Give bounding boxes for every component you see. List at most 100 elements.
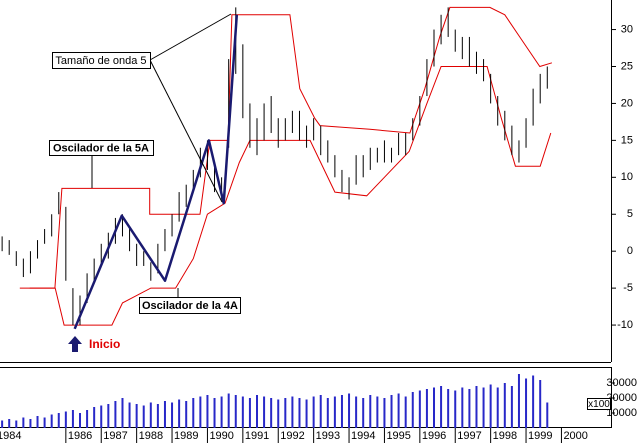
x-tick-label: 1994: [351, 430, 375, 442]
volume-bar: [390, 395, 393, 428]
volume-bar: [277, 399, 280, 428]
volume-bar: [496, 387, 499, 428]
y-tick-label: 25: [621, 60, 633, 72]
x-tick-label: 1989: [174, 430, 198, 442]
volume-bar: [284, 398, 287, 428]
volume-bar: [256, 395, 259, 428]
volume-bar: [270, 398, 273, 428]
y-tick-label: 20: [621, 97, 633, 109]
x-tick-label: 2000: [563, 430, 587, 442]
x-tick-label: 1986: [68, 430, 92, 442]
volume-bar: [79, 413, 82, 428]
volume-bar: [411, 392, 414, 428]
volume-bar: [454, 390, 457, 428]
volume-bar: [43, 417, 46, 428]
volume-bar: [383, 398, 386, 428]
y-tick-label: 30000: [606, 377, 637, 389]
volume-bar: [418, 390, 421, 428]
y-tick-label: 10: [621, 171, 633, 183]
volume-bar: [525, 378, 528, 428]
x-tick-label: 1996: [422, 430, 446, 442]
volume-bar: [397, 393, 400, 428]
volume-bar: [298, 398, 301, 428]
volume-bar: [489, 384, 492, 428]
volume-bar: [348, 393, 351, 428]
volume-bar: [404, 396, 407, 428]
x-tick-label: 1995: [386, 430, 410, 442]
y-tick-label: 10000: [606, 407, 637, 419]
volume-bar: [107, 404, 110, 428]
annotation: Oscilador de la 4A: [142, 300, 238, 312]
volume-bar: [220, 396, 223, 428]
annotation: Tamaño de onda 5: [55, 55, 146, 67]
envelope-line: [29, 6, 553, 289]
volume-bar: [15, 420, 18, 428]
volume-bar: [362, 398, 365, 428]
start-arrow: [68, 336, 82, 352]
y-tick-label: 20000: [606, 392, 637, 404]
annotation-box: [49, 140, 154, 156]
volume-bar: [461, 387, 464, 428]
annotation: Oscilador de la 5A: [53, 142, 149, 154]
volume-bar: [178, 399, 181, 428]
volume-bar: [8, 419, 11, 428]
volume-bar: [326, 398, 329, 428]
volume-bar: [142, 405, 145, 428]
x-tick-label: 1993: [316, 430, 340, 442]
volume-bar: [376, 396, 379, 428]
volume-bar: [93, 407, 96, 428]
volume-bar: [532, 375, 535, 428]
volume-bar: [149, 402, 152, 428]
volume-bar: [546, 402, 549, 428]
y-tick-label: 0: [627, 245, 633, 257]
volume-bar: [22, 417, 25, 428]
volume-bar: [114, 401, 117, 428]
volume-bar: [156, 404, 159, 428]
volume-bar: [163, 401, 166, 428]
annotation: Inicio: [89, 337, 120, 351]
volume-bar: [86, 410, 89, 428]
volume-bar: [340, 395, 343, 428]
volume-bar: [135, 404, 138, 428]
volume-bar: [248, 398, 251, 428]
volume-bar: [199, 396, 202, 428]
y-tick-label: -5: [623, 282, 633, 294]
x-tick-label: 1988: [139, 430, 163, 442]
volume-bar: [192, 398, 195, 428]
annotation-box: [139, 297, 241, 314]
volume-bar: [369, 395, 372, 428]
x-tick-label: 1992: [280, 430, 304, 442]
volume-bar: [475, 386, 478, 428]
volume-bar: [206, 395, 209, 428]
unit-box: [587, 398, 611, 410]
x-tick-label: 1987: [103, 430, 127, 442]
volume-bar: [425, 389, 428, 428]
envelope-line: [19, 66, 552, 326]
volume-bar: [36, 416, 39, 428]
volume-bar: [50, 414, 53, 428]
volume-bar: [291, 396, 294, 428]
y-tick-label: 30: [621, 23, 633, 35]
volume-bar: [539, 380, 542, 428]
volume-bar: [468, 389, 471, 428]
volume-bar: [57, 413, 60, 428]
volume-bar: [503, 383, 506, 428]
volume-bar: [29, 419, 32, 428]
x-tick-label: 1997: [457, 430, 481, 442]
volume-bar: [171, 402, 174, 428]
y-tick-label: 5: [627, 208, 633, 220]
volume-bar: [433, 387, 436, 428]
volume-bar: [241, 396, 244, 428]
x-tick-label: 1991: [245, 430, 269, 442]
volume-bar: [517, 374, 520, 428]
volume-bar: [355, 396, 358, 428]
marks: -10 -5 0 5 10 15 20 25 30 10000 20000 30000 1984 1986…: [0, 6, 637, 443]
annotation-box: [52, 52, 151, 69]
volume-bar: [447, 389, 450, 428]
volume-bar: [263, 396, 266, 428]
volume-bar: [128, 402, 131, 428]
volume-bar: [482, 387, 485, 428]
volume-bar: [71, 410, 74, 428]
callout-line: [149, 59, 223, 203]
